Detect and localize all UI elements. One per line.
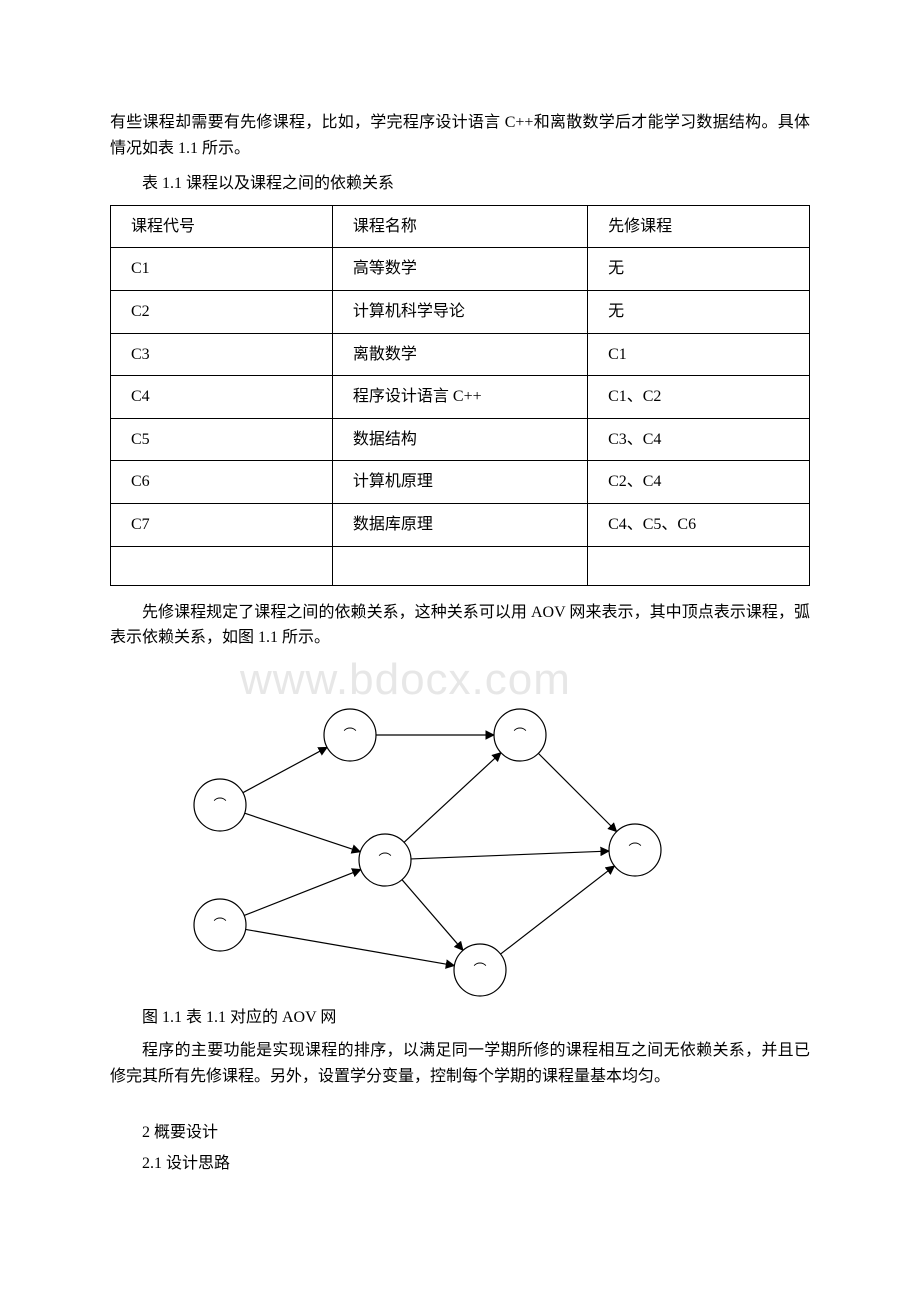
table-header: 课程代号 (111, 205, 333, 248)
table-row: C6计算机原理C2、C4 (111, 461, 810, 504)
aov-diagram: www.bdocx.com ⌒⌒⌒⌒⌒⌒⌒ (110, 655, 810, 995)
table-row: C7数据库原理C4、C5、C6 (111, 503, 810, 546)
table-cell: 计算机科学导论 (332, 290, 587, 333)
graph-node-label: ⌒ (628, 842, 641, 857)
table-row: C3离散数学C1 (111, 333, 810, 376)
graph-node-label: ⌒ (378, 852, 391, 867)
table-header: 课程名称 (332, 205, 587, 248)
table-cell: 高等数学 (332, 248, 587, 291)
graph-edge (245, 813, 361, 852)
table-cell: C1 (588, 333, 810, 376)
table-cell: 程序设计语言 C++ (332, 376, 587, 419)
table-cell: C4、C5、C6 (588, 503, 810, 546)
table-cell (111, 546, 333, 585)
table-cell (332, 546, 587, 585)
table-cell: C3、C4 (588, 418, 810, 461)
table-caption: 表 1.1 课程以及课程之间的依赖关系 (142, 171, 810, 197)
table-cell: 计算机原理 (332, 461, 587, 504)
table-cell: 数据库原理 (332, 503, 587, 546)
graph-node-label: ⌒ (213, 917, 226, 932)
table-cell: C2 (111, 290, 333, 333)
graph-edge (404, 752, 501, 842)
table-cell: C4 (111, 376, 333, 419)
aov-paragraph: 先修课程规定了课程之间的依赖关系，这种关系可以用 AOV 网来表示，其中顶点表示… (110, 600, 810, 651)
function-paragraph: 程序的主要功能是实现课程的排序，以满足同一学期所修的课程相互之间无依赖关系，并且… (110, 1038, 810, 1089)
graph-edge (244, 869, 361, 915)
graph-node-label: ⌒ (213, 797, 226, 812)
course-table: 课程代号课程名称先修课程C1高等数学无C2计算机科学导论无C3离散数学C1C4程… (110, 205, 810, 586)
table-cell: C1、C2 (588, 376, 810, 419)
figure-caption: 图 1.1 表 1.1 对应的 AOV 网 (142, 1005, 810, 1031)
table-cell (588, 546, 810, 585)
table-cell: 离散数学 (332, 333, 587, 376)
section-2-heading: 2 概要设计 (142, 1120, 810, 1146)
table-cell: 数据结构 (332, 418, 587, 461)
table-cell: 无 (588, 248, 810, 291)
table-cell: C7 (111, 503, 333, 546)
graph-node-label: ⌒ (343, 727, 356, 742)
table-cell: C5 (111, 418, 333, 461)
graph-edge (246, 929, 455, 965)
graph-edge (538, 753, 616, 831)
table-row: C4程序设计语言 C++C1、C2 (111, 376, 810, 419)
table-row: C1高等数学无 (111, 248, 810, 291)
graph-edge (402, 879, 463, 950)
graph-node-label: ⌒ (473, 962, 486, 977)
graph-edge (243, 747, 327, 792)
table-row: C2计算机科学导论无 (111, 290, 810, 333)
graph-edge (501, 866, 615, 954)
table-row: C5数据结构C3、C4 (111, 418, 810, 461)
graph-node-label: ⌒ (513, 727, 526, 742)
table-row (111, 546, 810, 585)
section-2-1-heading: 2.1 设计思路 (142, 1151, 810, 1177)
table-cell: C1 (111, 248, 333, 291)
table-header: 先修课程 (588, 205, 810, 248)
graph-edge (411, 851, 609, 859)
table-cell: 无 (588, 290, 810, 333)
table-cell: C3 (111, 333, 333, 376)
intro-paragraph: 有些课程却需要有先修课程，比如，学完程序设计语言 C++和离散数学后才能学习数据… (110, 110, 810, 161)
table-cell: C6 (111, 461, 333, 504)
table-cell: C2、C4 (588, 461, 810, 504)
